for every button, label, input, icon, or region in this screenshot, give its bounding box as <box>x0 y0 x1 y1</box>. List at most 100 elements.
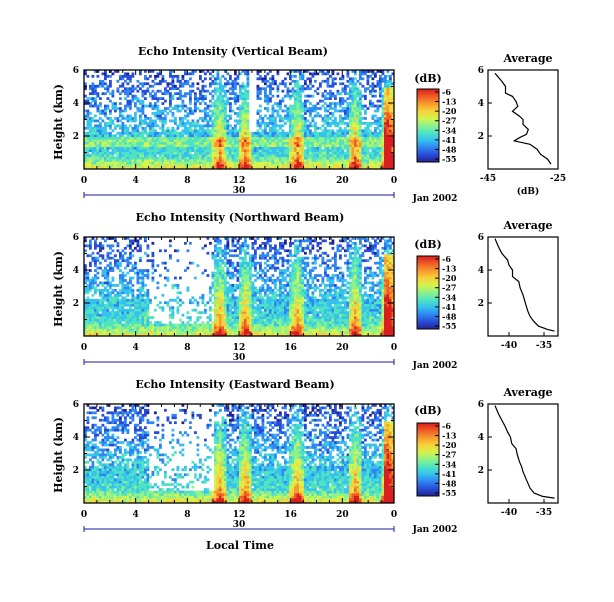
heatmap-cell <box>357 159 360 162</box>
heatmap-cell <box>314 147 317 150</box>
heatmap-cell <box>137 282 140 285</box>
heatmap-cell <box>117 107 120 110</box>
heatmap-cell <box>214 102 217 105</box>
heatmap-cell <box>162 117 165 120</box>
heatmap-cell <box>212 152 215 155</box>
heatmap-cell <box>229 134 232 137</box>
heatmap-cell <box>174 162 177 165</box>
heatmap-cell <box>99 294 102 297</box>
heatmap-cell <box>92 129 95 132</box>
heatmap-cell <box>174 122 177 125</box>
heatmap-cell <box>317 92 320 95</box>
heatmap-cell <box>197 97 200 100</box>
heatmap-cell <box>129 326 132 329</box>
heatmap-cell <box>139 331 142 334</box>
heatmap-cell <box>147 90 150 93</box>
heatmap-cell <box>389 107 392 110</box>
heatmap-cell <box>309 142 312 145</box>
heatmap-cell <box>187 82 190 85</box>
heatmap-cell <box>287 120 290 123</box>
heatmap-cell <box>187 120 190 123</box>
heatmap-cell <box>352 100 355 103</box>
heatmap-cell <box>227 306 230 309</box>
heatmap-cell <box>327 110 330 113</box>
heatmap-cell <box>294 112 297 115</box>
heatmap-cell <box>109 294 112 297</box>
heatmap-cell <box>197 319 200 322</box>
heatmap-cell <box>174 132 177 135</box>
heatmap-cell <box>252 152 255 155</box>
heatmap-cell <box>172 75 175 78</box>
heatmap-cell <box>127 321 130 324</box>
heatmap-cell <box>154 107 157 110</box>
heatmap-cell <box>164 267 167 270</box>
heatmap-cell <box>142 299 145 302</box>
heatmap-cell <box>94 319 97 322</box>
heatmap-cell <box>172 129 175 132</box>
heatmap-cell <box>157 321 160 324</box>
heatmap-cell <box>89 262 92 265</box>
heatmap-cell <box>254 162 257 165</box>
heatmap-cell <box>144 77 147 80</box>
heatmap-cell <box>224 321 227 324</box>
heatmap-cell <box>152 324 155 327</box>
heatmap-cell <box>232 80 235 83</box>
heatmap-cell <box>99 80 102 83</box>
heatmap-cell <box>302 85 305 88</box>
heatmap-cell <box>214 279 217 282</box>
heatmap-cell <box>99 154 102 157</box>
heatmap-cell <box>229 147 232 150</box>
heatmap-cell <box>92 92 95 95</box>
heatmap-cell <box>242 102 245 105</box>
heatmap-cell <box>142 122 145 125</box>
heatmap-cell <box>144 311 147 314</box>
heatmap-cell <box>302 105 305 108</box>
heatmap-cell <box>94 262 97 265</box>
heatmap-cell <box>187 324 190 327</box>
heatmap-cell <box>262 80 265 83</box>
heatmap-cell <box>219 77 222 80</box>
heatmap-cell <box>372 164 375 167</box>
heatmap-cell <box>212 321 215 324</box>
heatmap-cell <box>107 122 110 125</box>
heatmap-cell <box>227 152 230 155</box>
heatmap-cell <box>102 110 105 113</box>
heatmap-cell <box>89 120 92 123</box>
heatmap-cell <box>229 274 232 277</box>
heatmap-cell <box>259 127 262 130</box>
heatmap-cell <box>199 117 202 120</box>
heatmap-cell <box>379 132 382 135</box>
heatmap-cell <box>117 152 120 155</box>
heatmap-cell <box>199 162 202 165</box>
heatmap-cell <box>302 124 305 127</box>
heatmap-cell <box>217 124 220 127</box>
heatmap-cell <box>197 316 200 319</box>
heatmap-cell <box>309 115 312 118</box>
heatmap-cell <box>297 162 300 165</box>
heatmap-cell <box>172 95 175 98</box>
heatmap-cell <box>372 85 375 88</box>
heatmap-cell <box>247 112 250 115</box>
heatmap-cell <box>289 134 292 137</box>
heatmap-cell <box>342 142 345 145</box>
heatmap-cell <box>277 139 280 142</box>
heatmap-cell <box>299 164 302 167</box>
heatmap-cell <box>169 306 172 309</box>
heatmap-cell <box>137 147 140 150</box>
heatmap-cell <box>219 291 222 294</box>
heatmap-cell <box>169 129 172 132</box>
heatmap-cell <box>379 80 382 83</box>
heatmap-cell <box>109 306 112 309</box>
heatmap-cell <box>212 124 215 127</box>
heatmap-cell <box>354 82 357 85</box>
heatmap-cell <box>154 164 157 167</box>
heatmap-cell <box>297 142 300 145</box>
heatmap-cell <box>359 105 362 108</box>
heatmap-cell <box>92 87 95 90</box>
heatmap-cell <box>222 284 225 287</box>
heatmap-cell <box>289 120 292 123</box>
heatmap-cell <box>99 301 102 304</box>
heatmap-cell <box>102 112 105 115</box>
heatmap-cell <box>117 154 120 157</box>
heatmap-cell <box>194 134 197 137</box>
